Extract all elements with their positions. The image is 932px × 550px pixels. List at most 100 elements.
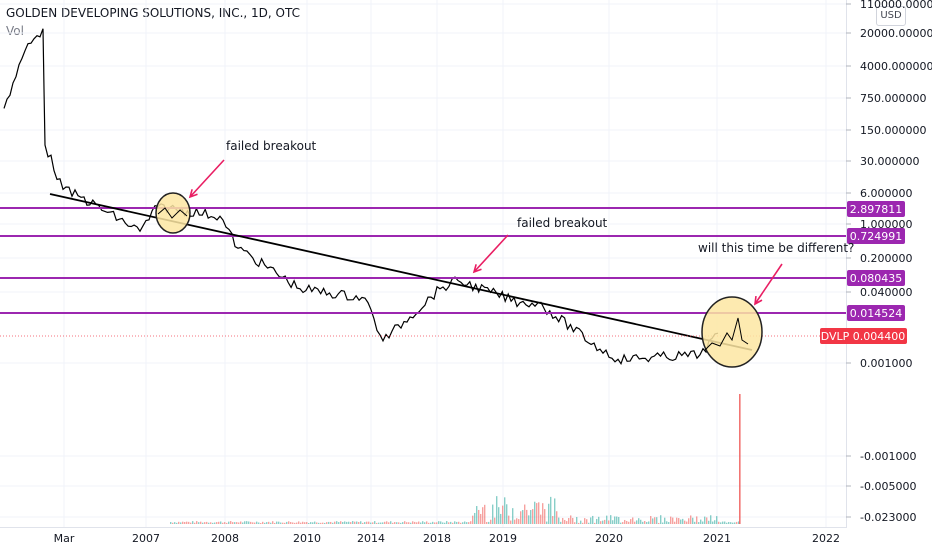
volume-bar <box>282 522 284 524</box>
volume-bar <box>246 521 248 524</box>
volume-bar <box>590 517 592 524</box>
volume-bar <box>194 522 196 524</box>
volume-bar <box>592 515 594 524</box>
volume-bar <box>482 507 484 524</box>
volume-bar <box>488 521 490 524</box>
volume-bar <box>644 521 646 524</box>
volume-bar <box>290 522 292 524</box>
volume-bar <box>718 521 720 524</box>
volume-bar <box>732 522 734 524</box>
volume-bar <box>446 521 448 524</box>
volume-bar <box>458 521 460 524</box>
volume-bar <box>492 504 494 524</box>
volume-bar <box>670 516 672 524</box>
y-tick-label: -0.023000 <box>860 511 916 524</box>
volume-bar <box>676 517 678 524</box>
x-tick-label: 2020 <box>595 532 623 545</box>
volume-bar <box>628 521 630 524</box>
volume-bar-spike <box>739 394 741 524</box>
volume-bar <box>386 521 388 524</box>
volume-bar <box>176 522 178 524</box>
volume-bar <box>596 518 598 524</box>
level-label: 0.014524 <box>850 307 903 320</box>
volume-bar <box>320 522 322 524</box>
highlight-circle <box>155 192 191 234</box>
volume-bar <box>400 522 402 524</box>
volume-bar <box>304 522 306 524</box>
volume-bar <box>734 522 736 524</box>
volume-bar <box>278 521 280 524</box>
x-tick-label: 2008 <box>211 532 239 545</box>
volume-bar <box>574 522 576 524</box>
volume-bar <box>286 521 288 524</box>
volume-bar <box>666 521 668 524</box>
y-tick-label: 0.040000 <box>860 286 913 299</box>
volume-bar <box>182 521 184 524</box>
volume-bar <box>224 522 226 524</box>
volume-bar <box>678 518 680 524</box>
volume-bar <box>276 521 278 524</box>
highlight-circle <box>701 296 763 368</box>
volume-bar <box>394 522 396 524</box>
volume-bar <box>362 522 364 524</box>
annotation-arrow <box>473 234 509 273</box>
volume-bar <box>358 521 360 524</box>
volume-bar <box>490 519 492 524</box>
volume-bar <box>180 522 182 524</box>
volume-bar <box>578 522 580 524</box>
volume-bar <box>736 521 738 524</box>
volume-bar <box>452 522 454 524</box>
volume-bar <box>312 522 314 524</box>
volume-bar <box>610 515 612 524</box>
volume-bar <box>356 521 358 524</box>
volume-bar <box>440 521 442 524</box>
volume-bar <box>416 522 418 524</box>
x-tick-label: 2014 <box>357 532 385 545</box>
volume-bar <box>696 516 698 524</box>
volume-bar <box>212 522 214 524</box>
volume-bar <box>264 522 266 524</box>
volume-bar <box>632 517 634 524</box>
level-label: 0.724991 <box>850 230 903 243</box>
volume-bar <box>570 515 572 524</box>
volume-bar <box>326 522 328 524</box>
price-axis-divider <box>846 0 847 528</box>
volume-bar <box>708 520 710 524</box>
volume-bar <box>720 522 722 524</box>
volume-bar <box>250 521 252 524</box>
volume-bar <box>706 517 708 524</box>
volume-bar <box>228 521 230 524</box>
volume-bar <box>170 522 172 524</box>
volume-bar <box>184 522 186 524</box>
y-tick-label: 1.000000 <box>860 218 913 231</box>
volume-bar <box>342 522 344 524</box>
volume-bar <box>382 522 384 524</box>
volume-bar <box>710 515 712 524</box>
volume-bar <box>716 516 718 524</box>
y-tick-label: 0.001000 <box>860 357 913 370</box>
volume-bar <box>274 522 276 524</box>
volume-bar <box>374 521 376 524</box>
volume-bar <box>316 522 318 524</box>
volume-bar <box>366 521 368 524</box>
volume-bar <box>236 522 238 524</box>
volume-bar <box>192 521 194 524</box>
volume-bar <box>484 504 486 524</box>
volume-bar <box>314 521 316 524</box>
volume-bar <box>218 521 220 524</box>
volume-bar <box>572 517 574 524</box>
volume-bar <box>230 521 232 524</box>
volume-bar <box>724 521 726 524</box>
volume-bar <box>688 518 690 524</box>
annotation-text: will this time be different? <box>698 241 854 255</box>
volume-bar <box>728 521 730 524</box>
volume-bar <box>336 521 338 524</box>
currency-button[interactable]: USD <box>876 6 906 26</box>
volume-label: Vol <box>6 24 24 38</box>
volume-bar <box>640 519 642 524</box>
volume-bar <box>698 522 700 524</box>
volume-bar <box>402 522 404 524</box>
annotation-text: failed breakout <box>226 139 317 153</box>
volume-bar <box>330 521 332 524</box>
